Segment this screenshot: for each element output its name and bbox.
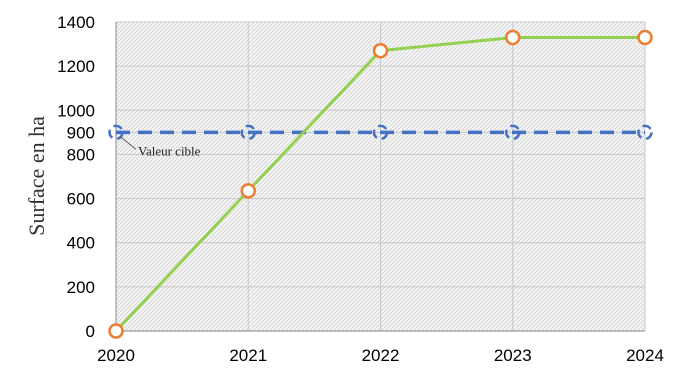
axes xyxy=(115,22,645,332)
y-tick-label: 1000 xyxy=(57,101,95,120)
target-marker xyxy=(505,124,521,141)
y-tick-label: 900 xyxy=(67,123,95,142)
data-point xyxy=(372,42,389,59)
y-axis-label: Surface en ha xyxy=(24,116,49,236)
data-point xyxy=(637,29,653,46)
series-markers xyxy=(108,29,653,339)
target-line xyxy=(108,124,653,141)
data-point xyxy=(240,183,256,199)
data-point xyxy=(505,29,521,46)
annotation-valeur-cible: Valeur cible xyxy=(119,135,201,158)
y-tick-label: 800 xyxy=(67,145,95,164)
y-tick-label: 200 xyxy=(67,278,95,297)
x-tick-label: 2021 xyxy=(229,346,267,365)
x-tick-label: 2022 xyxy=(362,346,400,365)
target-marker xyxy=(637,124,653,141)
x-tick-label: 2024 xyxy=(626,346,664,365)
target-marker xyxy=(372,124,389,141)
data-point xyxy=(108,323,124,339)
y-tick-label: 600 xyxy=(67,190,95,209)
x-tick-label: 2020 xyxy=(97,346,135,365)
y-tick-label: 1400 xyxy=(57,13,95,32)
annotation-leader xyxy=(119,135,137,150)
y-tick-label: 0 xyxy=(86,322,95,341)
tick-labels: 0 200 400 600 800 900 1000 1200 1400 2020 2021 2022… xyxy=(57,13,664,365)
annotation-text: Valeur cible xyxy=(138,143,201,158)
target-marker xyxy=(108,124,124,141)
y-tick-label: 1200 xyxy=(57,57,95,76)
x-tick-label: 2023 xyxy=(494,346,532,365)
y-tick-label: 400 xyxy=(67,234,95,253)
target-marker xyxy=(240,124,256,141)
